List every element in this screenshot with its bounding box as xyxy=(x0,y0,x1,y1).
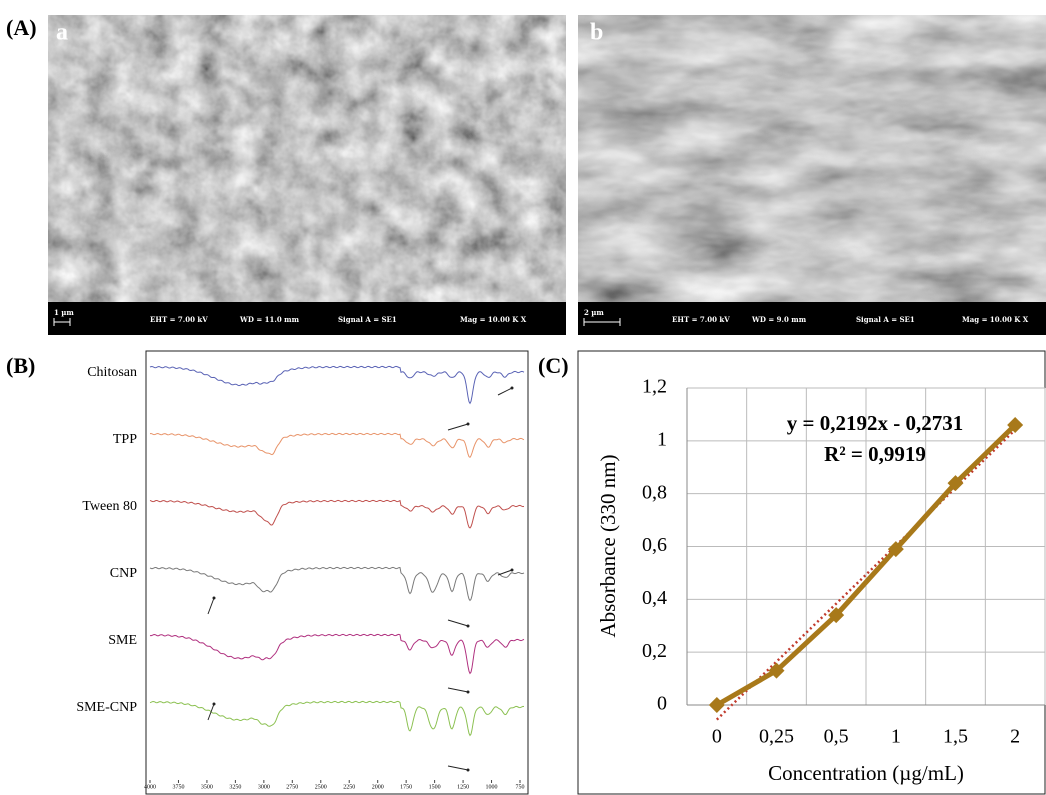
x-tick-label: 0 xyxy=(712,726,722,748)
y-axis-label: Absorbance (330 nm) xyxy=(596,454,620,637)
x-tick-label: 0,25 xyxy=(759,726,794,748)
y-tick-label: 0,4 xyxy=(642,587,667,609)
x-axis-label: Concentration (µg/mL) xyxy=(768,761,964,785)
x-tick-label: 1250 xyxy=(457,784,469,790)
y-tick-label: 0,6 xyxy=(642,534,667,556)
arrow xyxy=(448,688,468,692)
signal: Signal A = SE1 xyxy=(338,315,397,324)
arrow xyxy=(208,704,214,720)
x-tick-label: 1 xyxy=(891,726,901,748)
image-label: b xyxy=(590,20,603,46)
spectrum xyxy=(150,500,524,528)
arrow-head xyxy=(511,387,514,390)
x-tick-label: 2000 xyxy=(372,784,384,790)
x-tick-label: 3500 xyxy=(201,784,213,790)
scale: 1 µm xyxy=(54,308,74,317)
x-tick-label: 3000 xyxy=(258,784,270,790)
arrow-head xyxy=(213,597,216,600)
panel-label: (C) xyxy=(538,353,569,378)
spectrum xyxy=(150,701,524,735)
spectrum-label: TPP xyxy=(113,432,137,447)
x-tick-label: 2500 xyxy=(315,784,327,790)
spectrum-label: Chitosan xyxy=(87,365,137,380)
x-tick-label: 1000 xyxy=(486,784,498,790)
x-tick-label: 2250 xyxy=(343,784,355,790)
signal: Signal A = SE1 xyxy=(856,315,915,324)
x-tick-label: 3750 xyxy=(172,784,184,790)
x-tick-label: 2 xyxy=(1010,726,1020,748)
image-label: a xyxy=(56,20,68,46)
x-tick-label: 1500 xyxy=(429,784,441,790)
spectrum-label: Tween 80 xyxy=(82,499,137,514)
spectra: Chitosan TPP Tween 80 CNP SME SME-CNP 4000 3750… xyxy=(76,365,524,790)
x-tick-label: 4000 xyxy=(144,784,156,790)
eht: EHT = 7.00 kV xyxy=(150,315,208,324)
spectrum-label: SME xyxy=(108,633,137,648)
spectrum-label: SME-CNP xyxy=(76,700,137,715)
spectrum xyxy=(150,634,524,673)
arrow-head xyxy=(467,423,470,426)
arrow-head xyxy=(467,625,470,628)
wd: WD = 11.0 mm xyxy=(239,315,300,324)
arrow xyxy=(448,620,468,626)
chart: 0 0,2 0,4 0,6 0,8 1 1,2 0 0,25 0,5 1 1,5 2 y = 0,2192… xyxy=(596,376,1045,785)
y-tick-label: 0,8 xyxy=(642,481,667,503)
arrow xyxy=(448,424,468,430)
y-tick-label: 1 xyxy=(657,428,667,450)
equation: y = 0,2192x - 0,2731 xyxy=(787,411,963,435)
x-tick-label: 1750 xyxy=(400,784,412,790)
arrow xyxy=(448,766,468,770)
figure: (A) a 1 µm EHT = 7.00 kV WD = 11.0 mm Si… xyxy=(0,0,1046,795)
x-tick-label: 750 xyxy=(516,784,525,790)
panel-label: (B) xyxy=(6,353,35,378)
x-tick-label: 3250 xyxy=(229,784,241,790)
sem-image xyxy=(48,15,566,302)
arrow-head xyxy=(511,569,514,572)
r-squared: R² = 0,9919 xyxy=(824,442,926,466)
wd: WD = 9.0 mm xyxy=(751,315,807,324)
y-tick-label: 1,2 xyxy=(642,376,667,398)
eht: EHT = 7.00 kV xyxy=(672,315,730,324)
y-tick-label: 0 xyxy=(657,693,667,715)
arrow xyxy=(498,388,512,395)
spectrum xyxy=(150,366,524,403)
panel-label: (A) xyxy=(6,15,37,40)
mag: Mag = 10.00 K X xyxy=(962,315,1029,324)
sem-image xyxy=(578,15,1046,302)
x-tick-label: 1,5 xyxy=(943,726,968,748)
spectrum-label: CNP xyxy=(110,566,137,581)
arrow xyxy=(208,598,214,614)
x-tick-label: 2750 xyxy=(286,784,298,790)
y-tick-label: 0,2 xyxy=(642,640,667,662)
spectrum xyxy=(150,567,524,600)
arrow-head xyxy=(467,691,470,694)
spectra-frame xyxy=(146,351,528,794)
x-tick-label: 0,5 xyxy=(824,726,849,748)
arrow-head xyxy=(213,703,216,706)
mag: Mag = 10.00 K X xyxy=(460,315,527,324)
scale: 2 µm xyxy=(584,308,604,317)
spectrum xyxy=(150,433,524,457)
arrow-head xyxy=(467,769,470,772)
